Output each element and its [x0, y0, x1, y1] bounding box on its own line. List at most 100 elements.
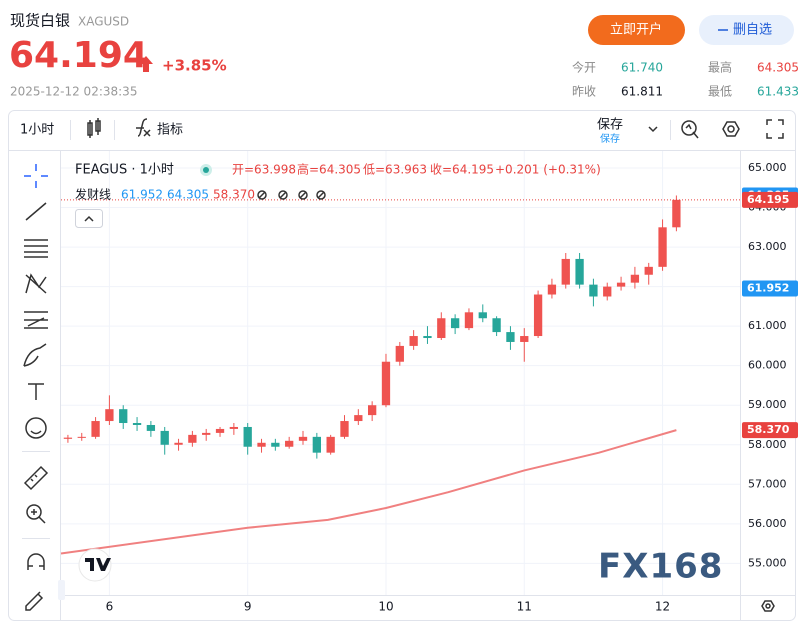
title: 现货白银 [10, 12, 70, 30]
status-dot-core [203, 167, 209, 173]
open-account-button[interactable] [588, 15, 685, 45]
candle-body [174, 442, 183, 445]
tv-logo [78, 548, 112, 582]
ohlc: 开=63.998 [232, 163, 296, 177]
y-tick-label: 59.000 [748, 398, 787, 411]
text-tool[interactable] [28, 383, 44, 400]
settings-icon[interactable] [722, 121, 740, 137]
price-tag [742, 191, 798, 208]
remove-watch-button[interactable] [699, 15, 794, 45]
change: +3.85% [162, 57, 227, 75]
candle-body [202, 432, 211, 435]
alert-icon[interactable] [681, 120, 699, 139]
save[interactable]: 保存 [597, 118, 623, 133]
candle-body [63, 437, 73, 439]
price-tag-label: 58.370 [747, 423, 790, 436]
candle-type-icon[interactable] [87, 118, 101, 138]
indicator-value: 61.952 [121, 188, 163, 202]
button-label: 删自选 [733, 23, 772, 38]
ohlc: 收=64.195 [430, 163, 494, 177]
x-tick-label: 10 [378, 600, 393, 614]
plot [60, 195, 740, 555]
button-label: 立即开户 [610, 22, 662, 38]
fib-tool[interactable] [24, 239, 48, 258]
candle-body [395, 345, 404, 362]
candle-body [257, 442, 266, 447]
candle-body [450, 318, 460, 329]
fx-icon [136, 118, 151, 137]
x-tick-label: 11 [517, 600, 532, 614]
ohlc: 低=63.963 [363, 163, 427, 177]
interval[interactable]: 1小时 [20, 123, 54, 138]
candle-body [340, 421, 349, 437]
candle-body [520, 336, 529, 342]
candle-body [603, 286, 612, 297]
candle-body [215, 428, 225, 433]
candle-body [326, 436, 335, 453]
watermark: FX168 [598, 547, 723, 587]
candle-body [271, 442, 280, 447]
indicator-value: 64.305 [167, 188, 209, 202]
ohlc: +0.201 (+0.31%) [495, 163, 601, 177]
candle-body [91, 421, 100, 437]
price: 64.194 [9, 35, 148, 76]
candle-body [188, 434, 197, 443]
candle-body [119, 409, 128, 424]
candle-body [561, 258, 570, 285]
y-tick-label: 58.000 [748, 438, 787, 451]
stat-value: 61.740 [621, 61, 663, 75]
candle-body [105, 409, 114, 422]
dropdown-icon[interactable] [648, 126, 658, 133]
candle-body [132, 423, 142, 425]
timestamp: 2025-12-12 02:38:35 [10, 85, 137, 99]
indicator-line [60, 429, 677, 555]
candle-body [672, 199, 681, 228]
up-arrow [139, 56, 153, 72]
candle-body [644, 266, 653, 275]
save-status: 保存 [600, 132, 620, 145]
candle-body [354, 415, 363, 422]
indicator-buttons[interactable] [257, 190, 326, 200]
axis-settings[interactable] [761, 600, 775, 612]
magnet-tool[interactable] [27, 553, 45, 570]
fullscreen-icon[interactable] [766, 119, 784, 139]
stat-value: 61.811 [621, 85, 663, 99]
y-tick-label: 60.000 [748, 359, 787, 372]
stat-label: 昨收 [572, 85, 596, 99]
lock-tool[interactable] [25, 591, 44, 611]
symbol: XAGUSD [78, 15, 129, 29]
emoji-tool[interactable] [25, 417, 47, 439]
stat-value: 61.433 [757, 85, 799, 99]
y-tick-label: 57.000 [748, 477, 787, 490]
candle-body [658, 227, 667, 267]
candle-body [616, 282, 626, 287]
x-tick-label: 9 [244, 600, 252, 614]
trendline-tool[interactable] [25, 202, 47, 221]
x-tick-label: 12 [655, 600, 670, 614]
zoom-tool[interactable] [26, 504, 46, 524]
price-tag-label: 64.195 [747, 193, 789, 206]
candle-body [506, 332, 515, 342]
candle-body [478, 312, 487, 319]
ruler-tool[interactable] [23, 465, 49, 491]
crosshair-tool[interactable] [24, 164, 48, 188]
grid [61, 151, 740, 595]
candle-body [312, 436, 321, 453]
price-tag [742, 280, 798, 297]
indicator-name: 发财线 [75, 187, 111, 202]
y-tick-label: 55.000 [748, 556, 787, 569]
candle-body [575, 258, 584, 285]
candle-body [146, 424, 156, 431]
candle-body [77, 436, 86, 438]
collapse-icon [84, 215, 94, 222]
projection-tool[interactable] [24, 311, 48, 329]
y-tick-label: 63.000 [748, 240, 787, 253]
brush-tool[interactable] [23, 343, 47, 367]
indicators[interactable]: 指标 [157, 123, 183, 138]
collapse-button[interactable] [75, 209, 103, 228]
candle-body [298, 436, 308, 441]
candle-body [464, 312, 474, 329]
scroll-handle[interactable] [58, 580, 65, 600]
pattern-tool[interactable] [25, 273, 47, 294]
